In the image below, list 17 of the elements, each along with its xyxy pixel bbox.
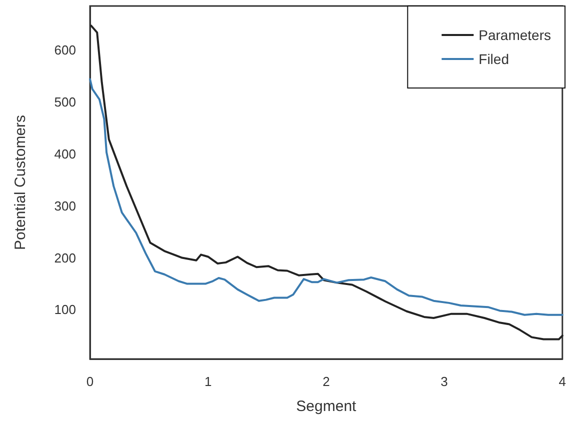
y-tick-label: 100 — [54, 302, 76, 318]
y-axis-title: Potential Customers — [12, 114, 29, 250]
x-axis-title: Segment — [296, 398, 358, 415]
y-tick-label: 400 — [54, 146, 76, 162]
y-tick-label: 600 — [54, 42, 76, 58]
line-series — [90, 24, 564, 340]
legend-label: Parameters — [478, 27, 551, 43]
line-series — [89, 78, 564, 316]
y-tick-label: 200 — [54, 250, 76, 266]
legend-label: Filed — [478, 51, 509, 67]
x-tick-label: 2 — [322, 374, 330, 389]
x-tick-label: 4 — [558, 374, 566, 389]
x-tick-label: 0 — [86, 374, 94, 389]
x-tick-label: 1 — [204, 374, 212, 389]
x-tick-label: 3 — [440, 374, 448, 389]
y-tick-label: 500 — [54, 94, 76, 110]
y-tick-label: 300 — [54, 198, 76, 214]
